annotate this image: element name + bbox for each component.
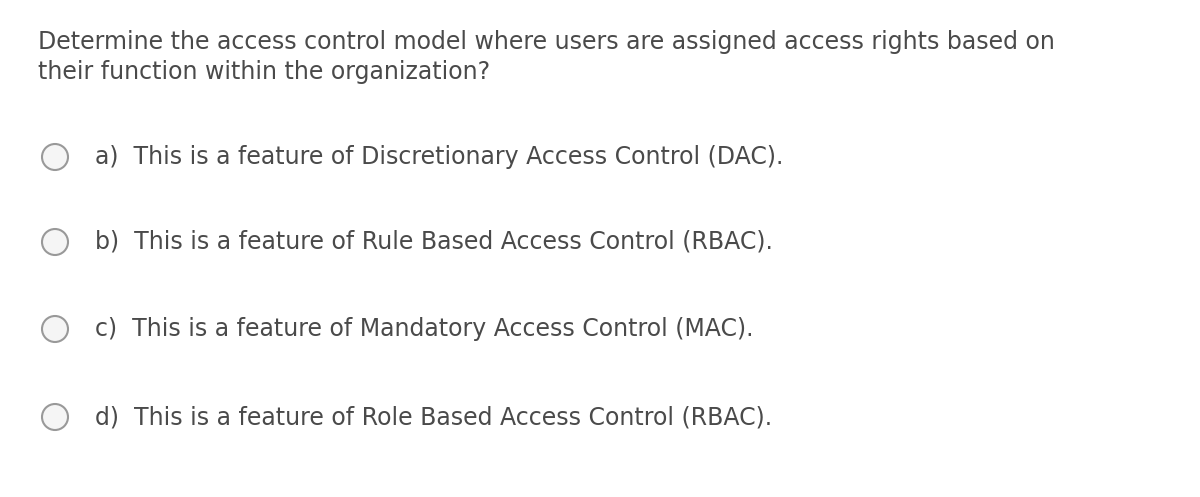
Text: their function within the organization?: their function within the organization?: [38, 60, 490, 84]
Text: b)  This is a feature of Rule Based Access Control (RBAC).: b) This is a feature of Rule Based Acces…: [95, 230, 773, 254]
Text: d)  This is a feature of Role Based Access Control (RBAC).: d) This is a feature of Role Based Acces…: [95, 405, 772, 429]
Text: a)  This is a feature of Discretionary Access Control (DAC).: a) This is a feature of Discretionary Ac…: [95, 145, 784, 169]
Circle shape: [42, 404, 68, 430]
Circle shape: [42, 316, 68, 342]
Text: Determine the access control model where users are assigned access rights based : Determine the access control model where…: [38, 30, 1055, 54]
Text: c)  This is a feature of Mandatory Access Control (MAC).: c) This is a feature of Mandatory Access…: [95, 317, 754, 341]
Circle shape: [42, 144, 68, 170]
Circle shape: [42, 229, 68, 255]
